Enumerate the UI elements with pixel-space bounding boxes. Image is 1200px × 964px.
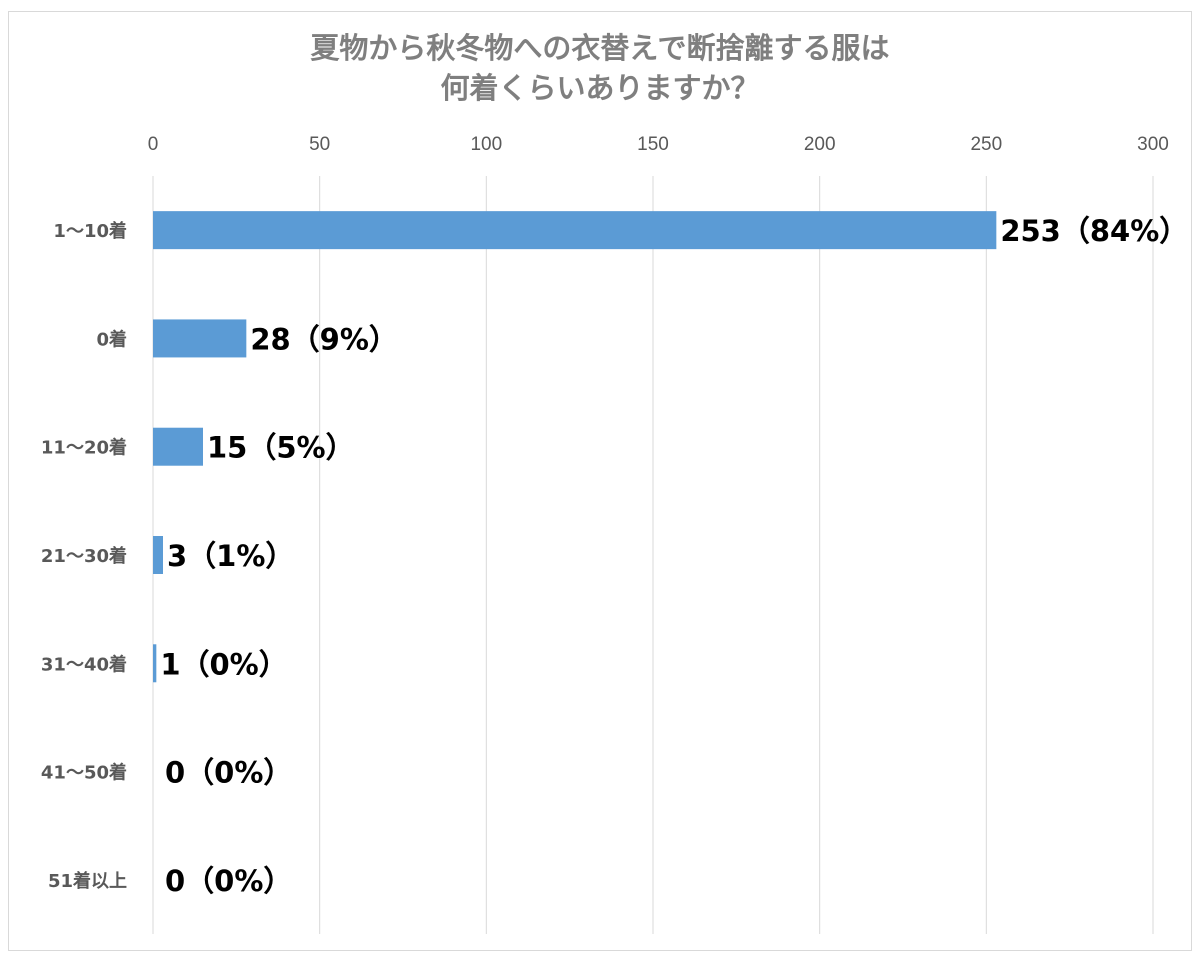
data-label: 3（1%） bbox=[167, 539, 294, 573]
data-label: 28（9%） bbox=[250, 322, 398, 356]
y-tick-label: 21〜30着 bbox=[41, 545, 127, 567]
y-tick-label: 0着 bbox=[96, 328, 127, 350]
data-label: 15（5%） bbox=[207, 431, 355, 465]
data-label: 1（0%） bbox=[160, 647, 287, 681]
chart-title: 夏物から秋冬物への衣替えで断捨離する服は 何着くらいありますか？ bbox=[0, 28, 1200, 108]
x-tick-label: 0 bbox=[148, 134, 159, 155]
y-tick-label: 1〜10着 bbox=[53, 220, 127, 242]
data-label: 253（84%） bbox=[1000, 214, 1188, 248]
bar bbox=[153, 536, 163, 574]
x-tick-label: 200 bbox=[804, 134, 836, 155]
x-tick-label: 100 bbox=[470, 134, 502, 155]
x-tick-label: 250 bbox=[970, 134, 1002, 155]
bar bbox=[153, 211, 997, 250]
y-tick-label: 31〜40着 bbox=[41, 653, 127, 675]
y-tick-label: 41〜50着 bbox=[41, 762, 127, 784]
chart-title-line-2: 何着くらいありますか？ bbox=[440, 71, 760, 105]
data-label: 0（0%） bbox=[165, 864, 292, 898]
x-tick-label: 50 bbox=[309, 134, 330, 155]
x-tick-label: 150 bbox=[637, 134, 669, 155]
chart-title-line-1: 夏物から秋冬物への衣替えで断捨離する服は bbox=[310, 31, 890, 65]
x-tick-label: 300 bbox=[1137, 134, 1169, 155]
y-tick-label: 51着以上 bbox=[48, 870, 127, 892]
y-tick-label: 11〜20着 bbox=[41, 437, 127, 459]
chart-frame bbox=[8, 11, 1192, 951]
data-label: 0（0%） bbox=[165, 756, 292, 790]
bar bbox=[153, 644, 157, 683]
bar bbox=[153, 427, 203, 466]
bar bbox=[153, 319, 247, 358]
